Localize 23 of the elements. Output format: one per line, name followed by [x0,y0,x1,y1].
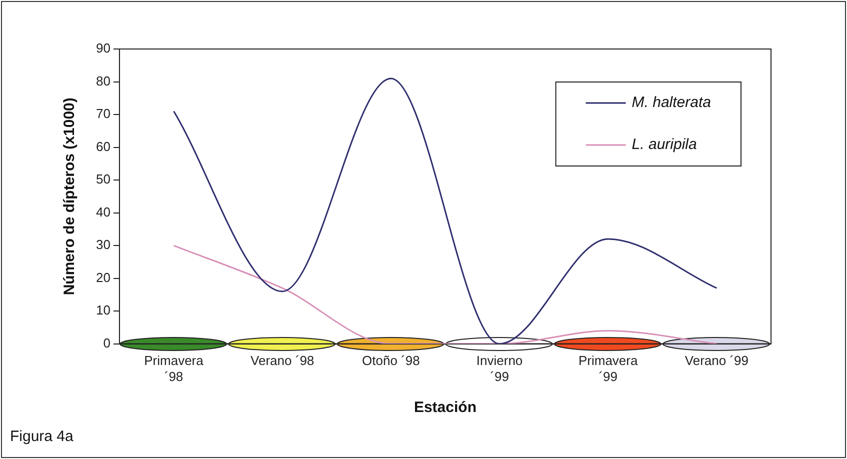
line-series [173,244,718,344]
y-tick-label: 60 [96,138,110,154]
x-tick-label: Verano ´98 [250,353,314,368]
text: Figura 4a [10,428,74,445]
y-tick-label: 10 [96,302,110,318]
y-tick-label: 70 [96,106,110,122]
x-tick-label: Otoño ´98 [362,353,420,368]
y-tick-label: 30 [96,237,110,252]
x-tick-label: Primavera ´99 [578,353,638,384]
legend-label: L. auripila [632,136,697,154]
line-series [173,78,718,344]
y-tick-label: 90 [96,40,110,56]
legend-label: M. halterata [632,94,712,112]
y-tick-label: 80 [96,73,110,88]
x-tick-label: Primavera ´98 [144,353,204,384]
x-tick-label: Verano ´99 [684,353,749,368]
y-axis-title: Número de dípteros (x1000) [61,98,78,296]
y-tick-label: 0 [103,335,110,350]
x-tick-label: Invierno ´99 [476,353,523,384]
y-tick-label: 50 [96,172,110,187]
x-axis-title: Estación [414,399,476,416]
y-tick-label: 40 [96,204,110,220]
y-tick-label: 20 [96,270,110,285]
